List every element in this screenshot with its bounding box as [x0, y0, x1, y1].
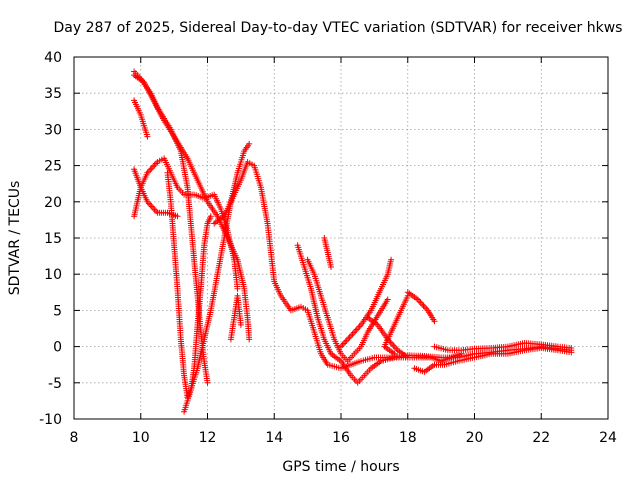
- grid-layer: [74, 57, 608, 419]
- x-tick-label: 20: [466, 430, 484, 446]
- series-track-r: [431, 340, 575, 354]
- y-tick-label: 0: [53, 340, 62, 356]
- series-track-e: [131, 155, 241, 292]
- y-tick-label: 5: [53, 303, 62, 319]
- series-track-j: [294, 242, 465, 386]
- series-track-o: [404, 289, 438, 325]
- data-point-marker: [246, 336, 253, 343]
- data-point-marker: [153, 208, 159, 215]
- x-axis-title: GPS time / hours: [282, 459, 399, 475]
- y-tick-label: 10: [44, 267, 62, 283]
- y-tick-label: 15: [44, 231, 62, 247]
- chart-title: Day 287 of 2025, Sidereal Day-to-day VTE…: [54, 20, 623, 36]
- data-point-marker: [204, 379, 211, 386]
- data-point-marker: [420, 302, 427, 309]
- tick-layer: 8 10 12 14 16 18 20 22 24 -10 -5 0 5 10 15 20 25 30 35 40: [39, 50, 617, 446]
- y-tick-label: -5: [48, 376, 62, 392]
- data-point-marker: [234, 285, 241, 292]
- y-tick-label: 30: [44, 122, 62, 138]
- data-point-marker: [150, 163, 157, 170]
- data-point-marker: [174, 213, 181, 220]
- data-point-marker: [346, 334, 353, 341]
- series-track-q: [411, 345, 575, 375]
- y-tick-label: -10: [39, 412, 62, 428]
- data-layer: [131, 68, 575, 415]
- series-track-k: [304, 256, 391, 365]
- x-tick-label: 22: [532, 430, 550, 446]
- x-tick-label: 24: [599, 430, 617, 446]
- y-tick-label: 35: [44, 86, 62, 102]
- data-point-marker: [421, 304, 428, 311]
- y-tick-label: 25: [44, 159, 62, 175]
- x-tick-label: 8: [70, 430, 79, 446]
- data-point-marker: [388, 256, 395, 263]
- series-track-m: [338, 256, 395, 350]
- data-point-marker: [404, 354, 411, 361]
- series-track-h: [211, 159, 575, 372]
- series-track-l: [321, 235, 334, 270]
- series-track-c: [131, 97, 151, 140]
- series-track-i: [227, 292, 244, 343]
- y-tick-label: 20: [44, 195, 62, 211]
- data-point-marker: [328, 264, 334, 270]
- data-point-marker: [237, 321, 244, 328]
- data-point-marker: [348, 332, 354, 339]
- series-track-p: [381, 292, 411, 357]
- x-tick-label: 12: [199, 430, 217, 446]
- x-tick-label: 18: [399, 430, 417, 446]
- data-point-marker: [431, 318, 438, 325]
- y-axis-title: SDTVAR / TECUs: [7, 181, 23, 296]
- data-point-marker: [246, 140, 253, 147]
- x-tick-label: 10: [132, 430, 150, 446]
- data-point-marker: [207, 213, 214, 220]
- x-tick-label: 16: [332, 430, 350, 446]
- x-tick-label: 14: [265, 430, 283, 446]
- y-tick-label: 40: [44, 50, 62, 66]
- data-point-marker: [568, 345, 575, 351]
- data-point-marker: [144, 133, 151, 140]
- data-point-marker: [384, 296, 391, 303]
- data-point-marker: [148, 165, 155, 172]
- data-point-marker: [391, 350, 398, 357]
